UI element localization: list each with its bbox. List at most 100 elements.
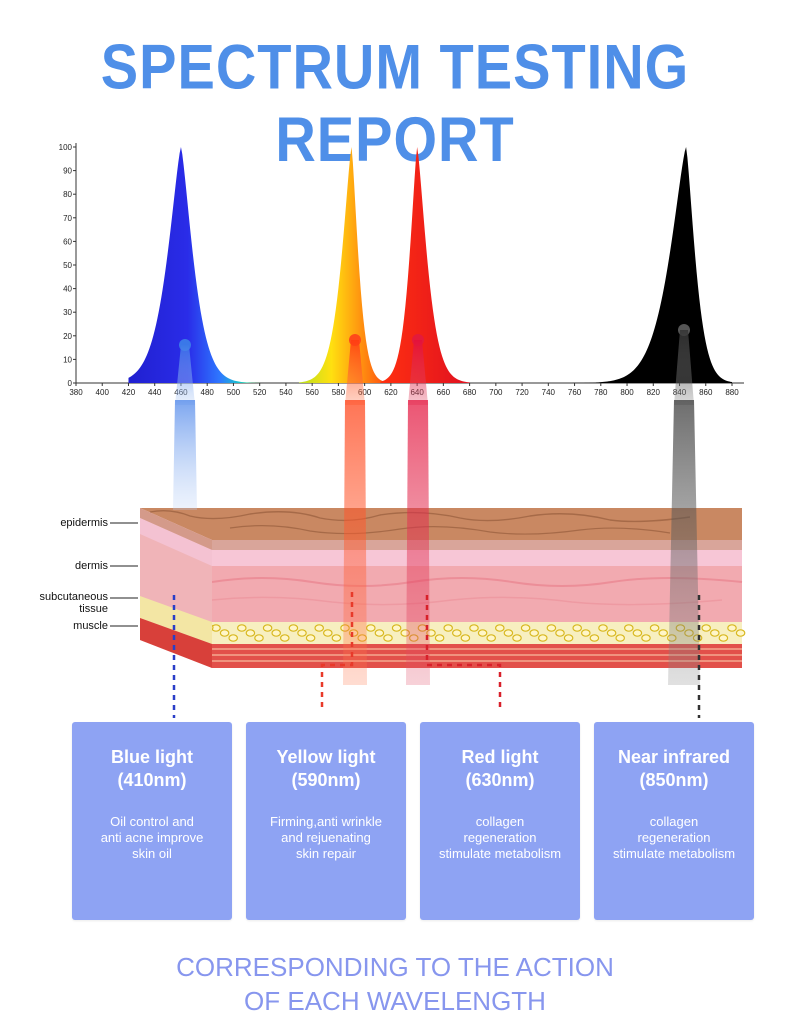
footer-line-1: CORRESPONDING TO THE ACTION [176,952,614,982]
label-subcutaneous-tissue: subcutaneous tissue [39,591,109,615]
x-tick-label: 440 [148,388,162,397]
fat-cell [709,629,720,637]
fat-cell [245,629,256,637]
fat-cell [615,634,625,642]
fat-cell [735,629,746,637]
peak-yellow-light [299,147,407,383]
x-tick-label: 820 [647,388,661,397]
fat-cell [580,629,591,637]
fat-cell [598,624,608,632]
peak-blue-light [128,147,260,383]
fat-cell [641,634,651,642]
x-tick-label: 800 [620,388,634,397]
fat-cell [494,624,505,632]
fat-cell [219,629,230,637]
y-tick-label: 60 [63,237,72,246]
fat-cell [228,634,238,642]
fat-cell [288,624,299,632]
card-red-light: Red light (630nm) collagen regeneration st… [420,722,580,920]
y-tick-label: 20 [63,332,72,341]
fat-cell [606,629,617,637]
x-tick-label: 540 [279,388,293,397]
spectrum-chart: 0102030405060708090100380400420440460480… [59,143,744,405]
fat-cell [520,624,531,632]
fat-cell [537,634,548,642]
beam-lower-yellow [343,400,367,685]
fat-cell [469,624,479,632]
fat-cell [649,624,660,632]
fat-cell [434,634,445,642]
dashed-connector-red [425,595,502,712]
fat-cell [271,629,281,637]
fat-cell [512,634,522,642]
card-wavelength: (410nm) [117,770,187,790]
peak-red-light [380,147,470,383]
x-tick-label: 560 [305,388,319,397]
y-tick-label: 40 [63,285,72,294]
x-tick-label: 380 [69,388,83,397]
x-tick-label: 660 [437,388,451,397]
fat-cell [727,624,737,632]
fat-cell [572,624,582,632]
beam-upper-yellow [345,340,365,405]
card-blue-light: Blue light (410nm) Oil control and anti a… [72,722,232,920]
fat-cell [563,634,574,642]
x-tick-label: 700 [489,388,503,397]
x-tick-label: 760 [568,388,582,397]
fat-cell [623,624,634,632]
y-tick-label: 10 [63,355,72,364]
x-tick-label: 520 [253,388,267,397]
beam-lower-infrared [668,400,700,685]
card-description: collagen regeneration stimulate metabolism [612,814,736,861]
x-tick-label: 500 [227,388,241,397]
x-tick-label: 600 [358,388,372,397]
fat-cell [391,624,402,632]
fat-cell [477,629,488,637]
fat-cell [546,624,557,632]
fat-cell [383,634,393,642]
fat-cell [503,629,514,637]
x-tick-label: 680 [463,388,477,397]
card-title: Blue light [111,747,193,767]
fat-cell [374,629,385,637]
fat-cell [254,634,264,642]
y-tick-label: 30 [63,308,72,317]
fat-cell [443,624,453,632]
fat-cell [555,629,565,637]
fat-cell [589,634,600,642]
fat-cell [701,624,711,632]
fat-cell [322,629,333,637]
card-near-infrared: Near infrared (850nm) collagen regenerati… [594,722,754,920]
y-tick-label: 0 [68,379,73,388]
fat-cell [297,629,307,637]
beam-upper-blue [175,345,195,405]
fat-cell [718,634,729,642]
card-title: Red light [461,747,539,767]
fat-cell [632,629,643,637]
x-tick-label: 480 [201,388,215,397]
card-description: Firming,anti wrinkle and rejuenating skin … [270,814,382,861]
label-epidermis: epidermis [60,517,108,529]
fat-cell [331,634,342,642]
card-title: Yellow light [276,747,376,767]
beam-lower-blue [173,400,197,510]
card-wavelength: (630nm) [465,770,535,790]
x-tick-label: 580 [332,388,346,397]
skin-diagram [140,400,746,718]
y-tick-label: 90 [63,167,72,176]
y-tick-label: 80 [63,190,72,199]
x-tick-label: 740 [542,388,556,397]
fat-cell [451,629,462,637]
fat-cell [279,634,290,642]
x-tick-label: 420 [122,388,136,397]
beam-upper-infrared [674,330,694,405]
y-tick-label: 100 [59,143,73,152]
x-tick-label: 880 [725,388,739,397]
label-dermis: dermis [74,560,108,572]
card-description: collagen regeneration stimulate metabolism [438,814,562,861]
beam-lower-red [406,400,430,685]
card-wavelength: (590nm) [291,770,361,790]
y-tick-label: 70 [63,214,72,223]
y-tick-label: 50 [63,261,72,270]
card-yellow-light: Yellow light (590nm) Firming,anti wrinkl… [246,722,406,920]
